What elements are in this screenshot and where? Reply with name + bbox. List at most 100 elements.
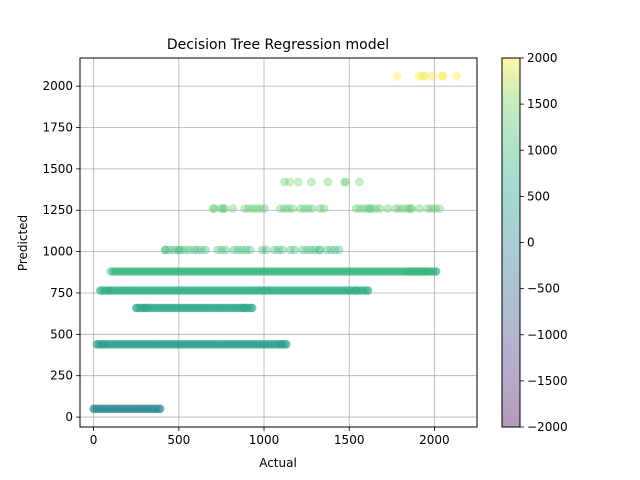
data-point: [349, 267, 359, 276]
data-point: [179, 286, 188, 295]
data-point: [313, 286, 323, 295]
data-point: [249, 267, 258, 276]
data-point: [306, 245, 316, 255]
data-point: [316, 267, 326, 276]
data-point: [238, 286, 248, 295]
data-point: [427, 204, 436, 213]
data-point: [343, 267, 353, 276]
data-point: [140, 303, 149, 313]
data-point: [121, 286, 131, 295]
data-point: [322, 245, 332, 255]
data-point: [187, 286, 197, 295]
data-point: [184, 339, 193, 349]
data-point: [230, 286, 240, 295]
data-point: [155, 339, 164, 349]
data-point: [428, 267, 438, 276]
y-tick-label: 500: [50, 327, 73, 341]
data-point: [188, 339, 198, 349]
data-point: [355, 286, 365, 295]
data-point: [201, 286, 211, 295]
data-point: [240, 286, 249, 295]
data-point: [131, 286, 140, 295]
data-point: [181, 245, 190, 255]
data-point: [437, 71, 446, 81]
data-point: [324, 267, 334, 276]
data-point: [273, 267, 282, 276]
data-point: [268, 267, 277, 276]
data-point: [156, 267, 165, 276]
data-point: [156, 339, 166, 349]
data-point: [128, 339, 137, 349]
data-point: [197, 303, 207, 313]
data-point: [232, 286, 241, 295]
data-point: [262, 339, 272, 349]
data-point: [117, 267, 127, 276]
data-point: [359, 204, 369, 213]
data-point: [195, 286, 205, 295]
data-point: [281, 267, 290, 276]
data-point: [149, 303, 159, 313]
data-point: [133, 286, 142, 295]
data-point: [111, 404, 121, 414]
data-point: [152, 267, 162, 276]
data-point: [355, 177, 364, 187]
data-point: [178, 267, 188, 276]
data-point: [307, 204, 317, 213]
data-point: [276, 267, 285, 276]
data-point: [230, 339, 240, 349]
data-point: [119, 404, 128, 414]
data-point: [148, 339, 158, 349]
data-point: [174, 286, 184, 295]
data-point: [136, 267, 146, 276]
data-point: [224, 339, 233, 349]
data-point: [214, 286, 224, 295]
data-point: [217, 245, 227, 255]
data-point: [255, 267, 265, 276]
data-point: [415, 267, 425, 276]
data-point: [164, 339, 174, 349]
data-point: [185, 245, 194, 255]
data-point: [250, 267, 260, 276]
data-point: [308, 267, 318, 276]
y-tick-label: 0: [65, 410, 73, 424]
data-point: [257, 267, 266, 276]
data-point: [215, 267, 224, 276]
data-point: [160, 339, 169, 349]
data-point: [157, 286, 166, 295]
data-point: [404, 267, 414, 276]
data-point: [267, 286, 277, 295]
data-point: [146, 267, 155, 276]
data-point: [280, 339, 289, 349]
data-point: [329, 267, 338, 276]
data-point: [221, 245, 231, 255]
data-point: [216, 204, 226, 213]
data-point: [166, 339, 176, 349]
data-point: [349, 286, 358, 295]
data-point: [184, 286, 193, 295]
data-point: [110, 286, 120, 295]
data-point: [278, 339, 288, 349]
data-point: [200, 286, 209, 295]
data-point: [108, 339, 118, 349]
data-point: [206, 303, 215, 313]
data-point: [160, 303, 170, 313]
data-point: [168, 339, 177, 349]
data-point: [221, 286, 230, 295]
data-point: [234, 303, 244, 313]
data-point: [375, 204, 385, 213]
data-point: [147, 404, 157, 414]
data-point: [320, 286, 330, 295]
data-point: [116, 404, 125, 414]
data-point: [136, 404, 146, 414]
data-point: [129, 339, 139, 349]
data-point: [147, 286, 156, 295]
data-point: [226, 303, 236, 313]
data-point: [252, 267, 261, 276]
data-point: [158, 339, 168, 349]
data-point: [164, 245, 174, 255]
data-point: [184, 267, 194, 276]
data-point: [277, 286, 286, 295]
data-point: [251, 286, 261, 295]
data-point: [428, 71, 438, 81]
data-point: [216, 339, 225, 349]
